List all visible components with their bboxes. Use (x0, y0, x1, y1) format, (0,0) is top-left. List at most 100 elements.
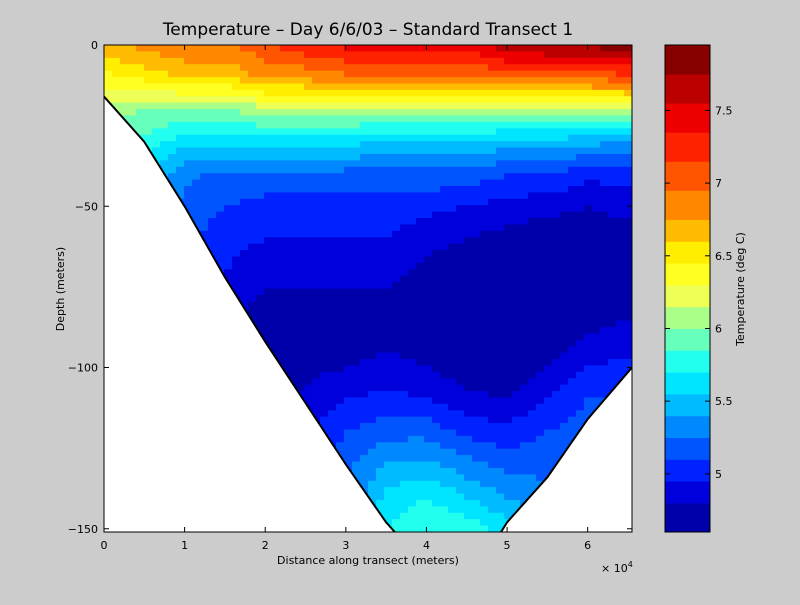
heatmap-cell (424, 198, 433, 206)
heatmap-cell (224, 89, 233, 97)
heatmap-cell (576, 320, 585, 328)
heatmap-cell (584, 378, 593, 386)
heatmap-cell (624, 230, 632, 238)
heatmap-cell (232, 89, 241, 97)
heatmap-cell (592, 294, 601, 302)
heatmap-cell (168, 57, 177, 65)
heatmap-cell (592, 153, 601, 161)
heatmap-cell (536, 64, 545, 72)
heatmap-cell (488, 480, 497, 488)
heatmap-cell (552, 333, 561, 341)
heatmap-cell (584, 230, 593, 238)
heatmap-cell (424, 45, 433, 53)
heatmap-cell (464, 506, 473, 514)
heatmap-cell (584, 96, 593, 104)
heatmap-cell (232, 275, 241, 283)
heatmap-cell (320, 397, 329, 405)
heatmap-cell (104, 89, 113, 97)
heatmap-cell (584, 301, 593, 309)
heatmap-cell (560, 121, 569, 129)
heatmap-cell (400, 89, 409, 97)
heatmap-cell (568, 294, 577, 302)
heatmap-cell (360, 474, 369, 482)
heatmap-cell (616, 352, 625, 360)
heatmap-cell (592, 185, 601, 193)
heatmap-cell (320, 282, 329, 290)
heatmap-cell (560, 326, 569, 334)
heatmap-cell (432, 506, 441, 514)
heatmap-cell (512, 173, 521, 181)
heatmap-cell (208, 237, 217, 245)
heatmap-cell (144, 109, 153, 117)
heatmap-cell (352, 57, 361, 65)
heatmap-cell (464, 256, 473, 264)
heatmap-cell (344, 141, 353, 149)
heatmap-cell (360, 198, 369, 206)
heatmap-cell (224, 192, 233, 200)
heatmap-cell (192, 51, 201, 59)
heatmap-cell (472, 429, 481, 437)
heatmap-cell (464, 166, 473, 174)
heatmap-cell (496, 230, 505, 238)
heatmap-cell (456, 435, 465, 443)
heatmap-cell (424, 339, 433, 347)
heatmap-cell (216, 45, 225, 53)
heatmap-cell (344, 179, 353, 187)
heatmap-cell (560, 128, 569, 136)
heatmap-cell (448, 141, 457, 149)
heatmap-cell (592, 147, 601, 155)
heatmap-cell (224, 262, 233, 270)
heatmap-cell (240, 262, 249, 270)
heatmap-cell (384, 493, 393, 501)
heatmap-cell (448, 262, 457, 270)
heatmap-cell (424, 185, 433, 193)
heatmap-cell (344, 448, 353, 456)
heatmap-cell (248, 89, 257, 97)
heatmap-cell (304, 160, 313, 168)
heatmap-cell (536, 57, 545, 65)
heatmap-cell (256, 102, 265, 110)
heatmap-cell (392, 391, 401, 399)
heatmap-cell (624, 141, 632, 149)
heatmap-cell (624, 51, 632, 59)
heatmap-cell (400, 403, 409, 411)
heatmap-cell (336, 179, 345, 187)
heatmap-cell (536, 102, 545, 110)
heatmap-cell (608, 339, 617, 347)
heatmap-cell (576, 423, 585, 431)
heatmap-cell (608, 378, 617, 386)
heatmap-cell (440, 307, 449, 315)
heatmap-cell (520, 442, 529, 450)
heatmap-cell (488, 109, 497, 117)
heatmap-cell (464, 237, 473, 245)
heatmap-cell (432, 70, 441, 78)
heatmap-cell (320, 262, 329, 270)
heatmap-cell (368, 371, 377, 379)
heatmap-cell (376, 218, 385, 226)
heatmap-cell (512, 166, 521, 174)
heatmap-cell (472, 70, 481, 78)
heatmap-cell (520, 121, 529, 129)
heatmap-cell (608, 282, 617, 290)
heatmap-cell (384, 57, 393, 65)
heatmap-cell (264, 147, 273, 155)
heatmap-cell (328, 109, 337, 117)
heatmap-cell (560, 57, 569, 65)
heatmap-cell (184, 192, 193, 200)
heatmap-cell (264, 326, 273, 334)
heatmap-cell (584, 339, 593, 347)
heatmap-cell (584, 391, 593, 399)
heatmap-cell (416, 416, 425, 424)
heatmap-cell (568, 397, 577, 405)
heatmap-cell (408, 397, 417, 405)
heatmap-cell (480, 179, 489, 187)
heatmap-cell (256, 256, 265, 264)
heatmap-cell (472, 269, 481, 277)
heatmap-cell (264, 269, 273, 277)
heatmap-cell (384, 89, 393, 97)
heatmap-cell (344, 57, 353, 65)
heatmap-cell (408, 269, 417, 277)
heatmap-cell (464, 282, 473, 290)
heatmap-cell (552, 391, 561, 399)
heatmap-cell (296, 307, 305, 315)
